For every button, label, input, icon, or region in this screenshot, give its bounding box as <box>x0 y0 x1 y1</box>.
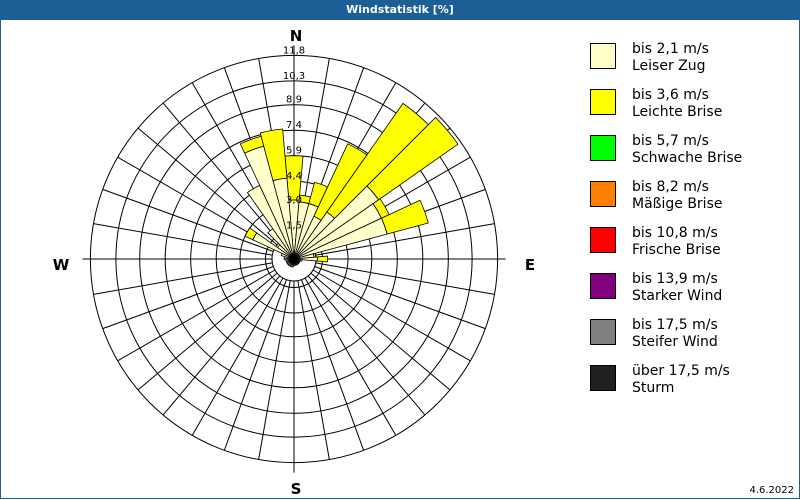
ring-label-2: 4,4 <box>286 171 302 182</box>
legend-name: Steifer Wind <box>632 334 718 350</box>
compass-e: E <box>525 256 535 274</box>
legend-text: bis 3,6 m/s Leichte Brise <box>632 87 722 121</box>
spoke-190 <box>258 280 291 460</box>
spoke-220 <box>162 275 281 416</box>
legend-range: bis 17,5 m/s <box>632 317 718 333</box>
legend-range: bis 5,7 m/s <box>632 133 709 149</box>
ring-label-1: 3,0 <box>286 195 302 206</box>
spoke-230 <box>137 272 278 391</box>
spoke-320 <box>162 102 281 243</box>
legend-swatch <box>590 181 616 207</box>
date-label: 4.6.2022 <box>749 485 794 496</box>
spoke-200 <box>223 279 287 451</box>
spoke-160 <box>301 279 365 451</box>
legend-swatch <box>590 273 616 299</box>
spoke-260 <box>93 262 273 295</box>
legend-swatch <box>590 319 616 345</box>
legend-text: bis 10,8 m/s Frische Brise <box>632 225 721 259</box>
wedge-50-1 <box>366 116 459 201</box>
wedge-0-1 <box>284 155 304 201</box>
legend-name: Schwache Brise <box>632 150 743 166</box>
compass-w: W <box>53 256 70 274</box>
wedge-90-1 <box>316 255 328 263</box>
legend-text: bis 13,9 m/s Starker Wind <box>632 271 722 305</box>
legend-range: bis 2,1 m/s <box>632 41 709 57</box>
chart-title: Windstatistik [%] <box>0 0 800 20</box>
legend-name: Starker Wind <box>632 288 723 304</box>
ring-label-0: 1,5 <box>286 221 302 232</box>
wedge-350-1 <box>259 128 288 182</box>
wedge-300-1 <box>244 227 258 241</box>
legend-range: bis 10,8 m/s <box>632 225 718 241</box>
ring-label-4: 7,4 <box>286 120 302 131</box>
ring-label-6: 10,3 <box>283 71 305 82</box>
legend-name: Frische Brise <box>632 242 721 258</box>
legend-text: bis 17,5 m/s Steifer Wind <box>632 317 718 351</box>
ring-label-7: 11,8 <box>283 45 305 56</box>
spoke-240 <box>117 269 276 362</box>
legend-text: bis 5,7 m/s Schwache Brise <box>632 133 742 167</box>
spoke-120 <box>312 269 471 362</box>
legend-range: bis 13,9 m/s <box>632 271 718 287</box>
spoke-210 <box>191 277 284 436</box>
legend-range: bis 8,2 m/s <box>632 179 709 195</box>
legend-name: Leichte Brise <box>632 104 723 120</box>
spoke-290 <box>102 188 274 252</box>
spoke-110 <box>314 266 486 330</box>
legend-name: Leiser Zug <box>632 58 706 74</box>
legend-text: bis 2,1 m/s Leiser Zug <box>632 41 709 75</box>
legend-swatch <box>590 43 616 69</box>
wedge-70-1 <box>380 199 429 235</box>
legend-range: über 17,5 m/s <box>632 363 730 379</box>
spoke-130 <box>310 272 451 391</box>
legend-swatch <box>590 89 616 115</box>
spoke-250 <box>102 266 274 330</box>
wedge-80-1 <box>312 252 317 258</box>
legend-swatch <box>590 135 616 161</box>
legend-swatch <box>590 365 616 391</box>
spoke-80 <box>315 223 495 256</box>
ring-label-5: 8,9 <box>286 95 302 106</box>
spoke-140 <box>307 275 426 416</box>
compass-s: S <box>291 480 302 498</box>
spoke-100 <box>315 262 495 295</box>
spoke-280 <box>93 223 273 256</box>
legend-range: bis 3,6 m/s <box>632 87 709 103</box>
spoke-170 <box>297 280 330 460</box>
legend-name: Mäßige Brise <box>632 196 723 212</box>
ring-label-3: 5,9 <box>286 146 302 157</box>
legend-text: bis 8,2 m/s Mäßige Brise <box>632 179 722 213</box>
legend-text: über 17,5 m/s Sturm <box>632 363 730 397</box>
spoke-150 <box>304 277 397 436</box>
compass-n: N <box>290 27 303 45</box>
legend-name: Sturm <box>632 380 675 396</box>
spoke-310 <box>137 127 278 246</box>
legend-swatch <box>590 227 616 253</box>
